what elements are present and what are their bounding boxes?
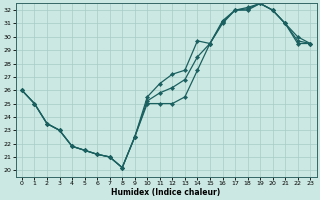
X-axis label: Humidex (Indice chaleur): Humidex (Indice chaleur) xyxy=(111,188,221,197)
